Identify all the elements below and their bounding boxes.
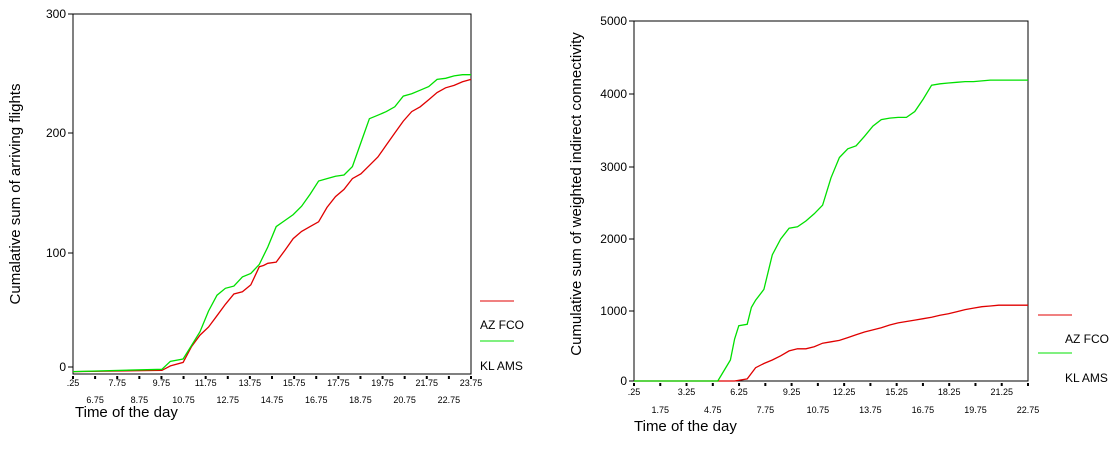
x-tick-label: 21.25 [990,387,1013,397]
series-line-kl-ams [72,74,471,373]
x-tick-label: .25 [67,378,80,388]
x-tick-label: 15.25 [885,387,908,397]
x-tick-mark [764,383,767,386]
x-tick-label: 16.75 [305,395,328,405]
series-line-kl-ams [634,79,1028,382]
legend: AZ FCO KL AMS [1038,314,1109,385]
x-tick-mark [226,376,229,379]
series-line-az-fco [72,78,472,373]
x-tick-mark [659,383,662,386]
x-tick-label: 19.75 [371,378,394,388]
x-tick-mark [381,376,384,379]
x-tick-label: 14.75 [261,395,284,405]
x-tick-mark [94,376,97,379]
x-tick-label: 19.75 [964,405,987,415]
y-tick-label: 0 [620,374,627,388]
x-tick-label: 12.25 [833,387,856,397]
x-tick-label: 17.75 [327,378,350,388]
x-tick-label: 7.75 [108,378,126,388]
x-tick-label: 22.75 [438,395,461,405]
x-tick-label: 9.25 [783,387,801,397]
x-tick-label: 10.75 [807,405,830,415]
x-tick-mark [470,376,472,379]
plot-frame [633,20,1029,382]
x-tick-mark [790,383,793,386]
legend-label-az: AZ FCO [1065,332,1109,346]
x-tick-label: 18.25 [938,387,961,397]
x-tick-label: 8.75 [131,395,149,405]
x-axis-label: Time of the day [634,418,737,435]
x-tick-mark [843,383,846,386]
x-tick-mark [116,376,119,379]
x-tick-label: 10.75 [172,395,195,405]
x-tick-label: 9.75 [153,378,171,388]
x-tick-mark [271,376,273,379]
x-tick-mark [816,383,819,386]
x-tick-label: 22.75 [1017,405,1040,415]
x-tick-label: 23.75 [460,378,483,388]
x-tick-mark [248,376,251,379]
x-tick-label: 6.25 [730,387,748,397]
x-tick-mark [182,376,185,379]
x-tick-mark [293,376,296,379]
x-tick-mark [403,376,406,379]
x-tick-mark [315,376,318,379]
legend: AZ FCO KL AMS [480,300,524,373]
x-tick-mark [685,383,688,386]
y-tick-label: 3000 [600,160,627,174]
y-tick-label: 2000 [600,232,627,246]
x-tick-mark [895,383,898,386]
x-tick-mark [974,383,977,386]
y-tick-label: 4000 [600,87,627,101]
chart-indirect-connectivity: 0 1000 2000 3000 4000 5000 .25 3.25 6.25 9.25 12.2… [568,14,1109,435]
x-tick-mark [948,383,951,386]
x-tick-label: 7.75 [757,405,775,415]
x-tick-mark [633,383,635,386]
y-tick-label: 100 [46,246,66,260]
x-tick-mark [359,376,362,379]
legend-label-az: AZ FCO [480,318,524,332]
x-tick-label: 18.75 [349,395,372,405]
x-tick-mark [160,376,163,379]
x-tick-label: 12.75 [217,395,240,405]
plot-frame [72,13,472,375]
x-tick-mark [447,376,450,379]
legend-label-kl: KL AMS [1065,371,1108,385]
x-tick-label: 16.75 [912,405,935,415]
x-axis-label: Time of the day [75,404,178,421]
x-tick-mark [1000,383,1003,386]
x-tick-mark [72,376,74,379]
x-tick-mark [204,376,207,379]
x-tick-label: 4.75 [704,405,722,415]
y-tick-label: 0 [59,360,66,374]
y-axis-label: Cumulative sum of weighted indirect conn… [568,32,585,356]
legend-label-kl: KL AMS [480,359,523,373]
chart-arriving-flights: 0 100 200 300 .25 7.75 9.75 11.75 13.75 15.75 17.7… [7,7,524,421]
x-tick-label: 11.75 [195,378,217,388]
x-tick-label: 20.75 [393,395,416,405]
x-tick-label: 15.75 [283,378,306,388]
x-tick-mark [425,376,428,379]
x-tick-label: .25 [628,387,641,397]
y-tick-label: 300 [46,7,66,21]
y-tick-label: 1000 [600,304,627,318]
x-tick-mark [1027,383,1029,386]
x-tick-mark [869,383,872,386]
x-tick-label: 21.75 [416,378,439,388]
x-tick-mark [138,376,141,379]
x-tick-label: 6.75 [86,395,104,405]
x-tick-label: 13.75 [859,405,882,415]
x-tick-mark [921,383,924,386]
x-tick-label: 13.75 [239,378,262,388]
x-tick-label: 3.25 [678,387,696,397]
x-tick-mark [711,383,714,386]
y-tick-label: 5000 [600,14,627,28]
y-axis-label: Cumalative sum of arriving flights [7,84,24,305]
x-tick-mark [337,376,340,379]
x-tick-mark [738,383,741,386]
series-line-az-fco [634,304,1028,382]
y-tick-label: 200 [46,126,66,140]
x-tick-label: 1.75 [652,405,670,415]
